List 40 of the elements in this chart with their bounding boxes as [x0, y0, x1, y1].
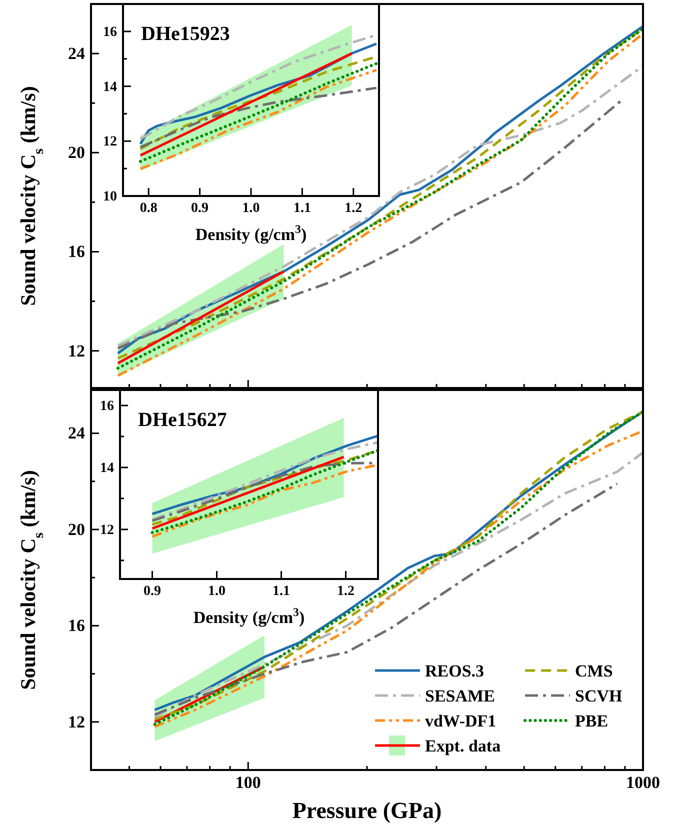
x-tick-label: 1.0 [208, 584, 226, 599]
y-tick-label: 20 [68, 143, 85, 162]
y-tick-label: 16 [68, 242, 85, 262]
legend-label: REOS.3 [425, 662, 484, 680]
y-tick-label: 16 [103, 24, 117, 40]
x-tick-label: 0.9 [144, 584, 161, 599]
text: DHe15627 [138, 409, 227, 431]
y-tick-label: 24 [68, 424, 86, 443]
x-tick-label: 1.2 [344, 200, 362, 216]
x-axis-title: Density (g/cm$^{3}$) [193, 605, 305, 627]
y-tick-label: 16 [68, 616, 85, 636]
y-tick-label: 20 [68, 520, 85, 539]
y-tick-label: 12 [68, 712, 85, 732]
legend-label: CMS [575, 662, 613, 680]
legend-label: vdW-DF1 [425, 712, 496, 730]
x-tick-label: 1.1 [293, 200, 311, 216]
legend-label: Expt. data [425, 736, 502, 756]
legend-label: PBE [575, 712, 608, 730]
x-tick-label: 0.9 [191, 200, 209, 216]
x-axis-title: Pressure (GPa) [292, 798, 442, 823]
x-tick-label: 1.2 [337, 584, 354, 599]
x-tick-label: 100 [235, 773, 261, 792]
y-tick-label: 14 [100, 460, 114, 476]
y-tick-label: 14 [103, 80, 117, 95]
y-tick-label: 12 [68, 341, 85, 360]
x-tick-label: 1000 [626, 773, 660, 792]
y-tick-label: 12 [100, 522, 114, 538]
y-tick-label: 16 [100, 398, 114, 414]
x-tick-label: 1.1 [272, 584, 290, 599]
legend-label: SESAME [425, 686, 495, 706]
x-tick-label: 0.8 [140, 200, 158, 216]
legend-label: SCVH [575, 686, 622, 706]
line-series [139, 86, 378, 148]
y-tick-label: 12 [103, 134, 117, 150]
line-series [151, 464, 378, 538]
y-tick-label: 10 [103, 189, 117, 204]
y-tick-label: 24 [68, 44, 86, 63]
x-tick-label: 1.0 [242, 200, 260, 216]
text: DHe15923 [141, 23, 230, 45]
x-axis-title: Density (g/cm$^{3}$) [195, 222, 307, 244]
